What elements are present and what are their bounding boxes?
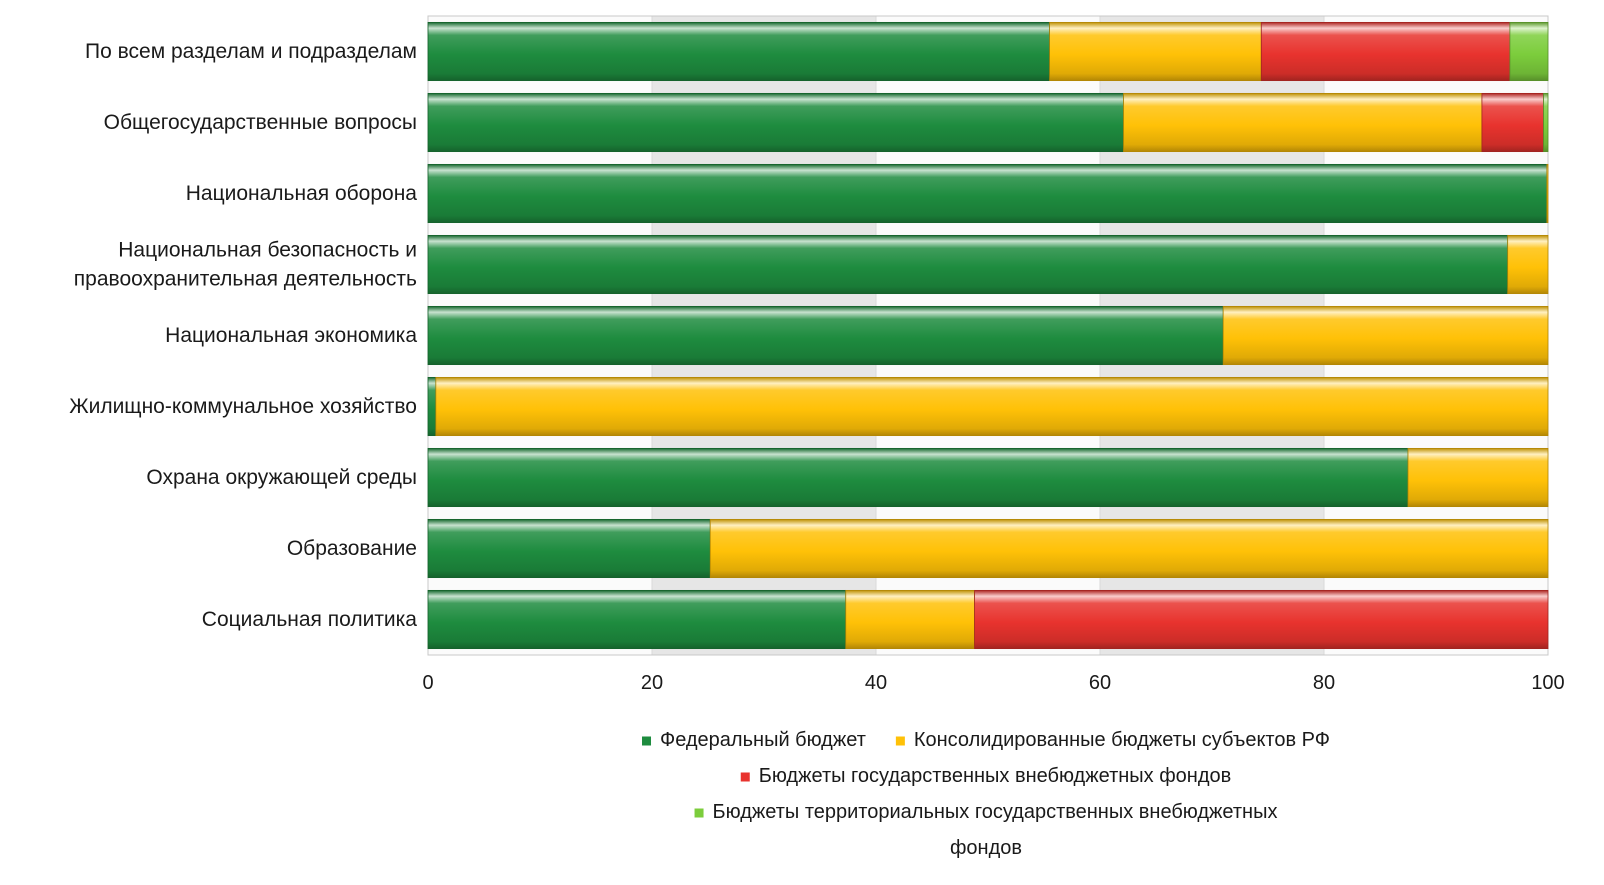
bar-segment xyxy=(427,163,1548,224)
category-label: правоохранительная деятельность xyxy=(74,268,417,291)
legend-item: Бюджеты государственных внебюджетных фон… xyxy=(740,765,1232,787)
legend-label: Бюджеты государственных внебюджетных фон… xyxy=(759,765,1232,787)
category-label: Национальная безопасность и xyxy=(118,239,417,262)
bar-segment xyxy=(427,21,1050,82)
category-label: Охрана окружающей среды xyxy=(146,466,417,489)
bar-segment xyxy=(1222,305,1549,366)
bar-segment xyxy=(1543,92,1549,153)
legend-item: Консолидированные бюджеты субъектов РФ xyxy=(895,729,1330,751)
category-label: Жилищно-коммунальное хозяйство xyxy=(69,395,417,418)
category-label: По всем разделам и подразделам xyxy=(85,40,417,63)
category-labels: По всем разделам и подразделам Общегосуда… xyxy=(69,40,417,631)
bar-segment xyxy=(1507,234,1549,295)
bar-segment xyxy=(427,234,1509,295)
x-tick-label: 60 xyxy=(1089,672,1111,694)
bar-segment xyxy=(427,305,1224,366)
category-label: Социальная политика xyxy=(202,608,418,631)
bar-segment xyxy=(427,518,711,579)
legend-label: Федеральный бюджет xyxy=(660,729,866,751)
legend-label: Бюджеты территориальных государственных … xyxy=(713,801,1278,823)
bars xyxy=(427,21,1549,650)
bar-segment xyxy=(427,447,1409,508)
legend-label: Консолидированные бюджеты субъектов РФ xyxy=(914,729,1330,751)
bar-segment xyxy=(1407,447,1549,508)
legend-item: Федеральный бюджет xyxy=(642,729,866,751)
x-tick-label: 80 xyxy=(1313,672,1335,694)
legend-item: фондов xyxy=(950,837,1022,859)
legend-swatch xyxy=(895,736,905,746)
bar-segment xyxy=(427,376,437,437)
legend-item: Бюджеты территориальных государственных … xyxy=(694,801,1278,823)
bar-segment xyxy=(1481,92,1544,153)
bar-segment xyxy=(1049,21,1262,82)
legend-swatch xyxy=(740,772,750,782)
bar-segment xyxy=(435,376,1549,437)
bar-segment xyxy=(427,92,1124,153)
bar-segment xyxy=(1509,21,1549,82)
x-tick-label: 40 xyxy=(865,672,887,694)
bar-segment xyxy=(709,518,1549,579)
category-label: Образование xyxy=(287,537,417,560)
legend-swatch xyxy=(694,808,704,818)
x-tick-labels: 0 20 40 60 80 100 xyxy=(422,672,1564,694)
legend-swatch xyxy=(642,736,652,746)
category-label: Национальная оборона xyxy=(186,182,418,205)
bar-segment xyxy=(845,589,975,650)
legend-label: фондов xyxy=(950,837,1022,859)
bar-segment xyxy=(974,589,1549,650)
x-tick-label: 100 xyxy=(1531,672,1564,694)
bar-segment xyxy=(1546,163,1549,224)
bar-segment xyxy=(427,589,847,650)
legend: Федеральный бюджет Консолидированные бюдж… xyxy=(642,729,1330,859)
x-tick-label: 20 xyxy=(641,672,663,694)
bar-segment xyxy=(1260,21,1511,82)
category-label: Общегосударственные вопросы xyxy=(104,111,417,134)
bar-segment xyxy=(1123,92,1483,153)
category-label: Национальная экономика xyxy=(165,324,417,347)
x-tick-label: 0 xyxy=(422,672,433,694)
